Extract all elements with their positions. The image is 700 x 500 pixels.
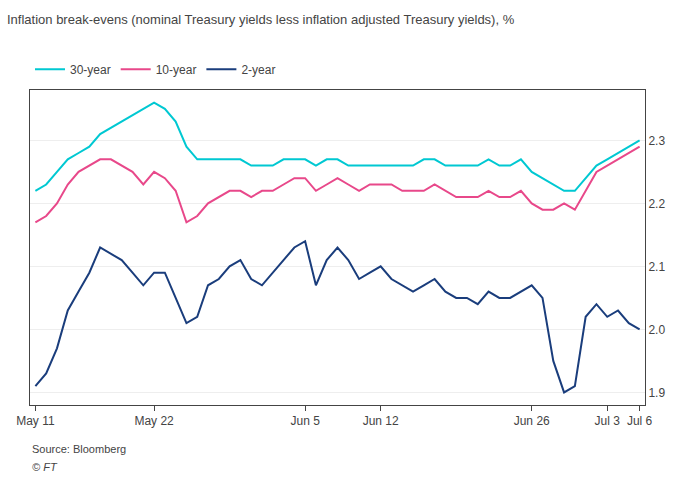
svg-text:2.1: 2.1 <box>648 260 665 274</box>
svg-text:10-year: 10-year <box>156 63 197 77</box>
svg-text:May 22: May 22 <box>134 414 174 428</box>
svg-text:Jul 3: Jul 3 <box>595 414 621 428</box>
svg-text:2.3: 2.3 <box>648 134 665 148</box>
svg-text:2.2: 2.2 <box>648 197 665 211</box>
svg-text:May 11: May 11 <box>16 414 55 428</box>
svg-text:Jun 5: Jun 5 <box>290 414 320 428</box>
svg-text:© FT: © FT <box>32 461 58 473</box>
svg-text:Inflation break-evens (nominal: Inflation break-evens (nominal Treasury … <box>7 12 515 27</box>
svg-text:Jun 12: Jun 12 <box>363 414 399 428</box>
svg-text:1.9: 1.9 <box>648 386 665 400</box>
svg-text:Jun 26: Jun 26 <box>514 414 550 428</box>
svg-text:30-year: 30-year <box>70 63 111 77</box>
svg-text:Jul 6: Jul 6 <box>627 414 653 428</box>
svg-text:Source: Bloomberg: Source: Bloomberg <box>32 443 126 455</box>
svg-text:2-year: 2-year <box>241 63 275 77</box>
svg-text:2.0: 2.0 <box>648 323 665 337</box>
